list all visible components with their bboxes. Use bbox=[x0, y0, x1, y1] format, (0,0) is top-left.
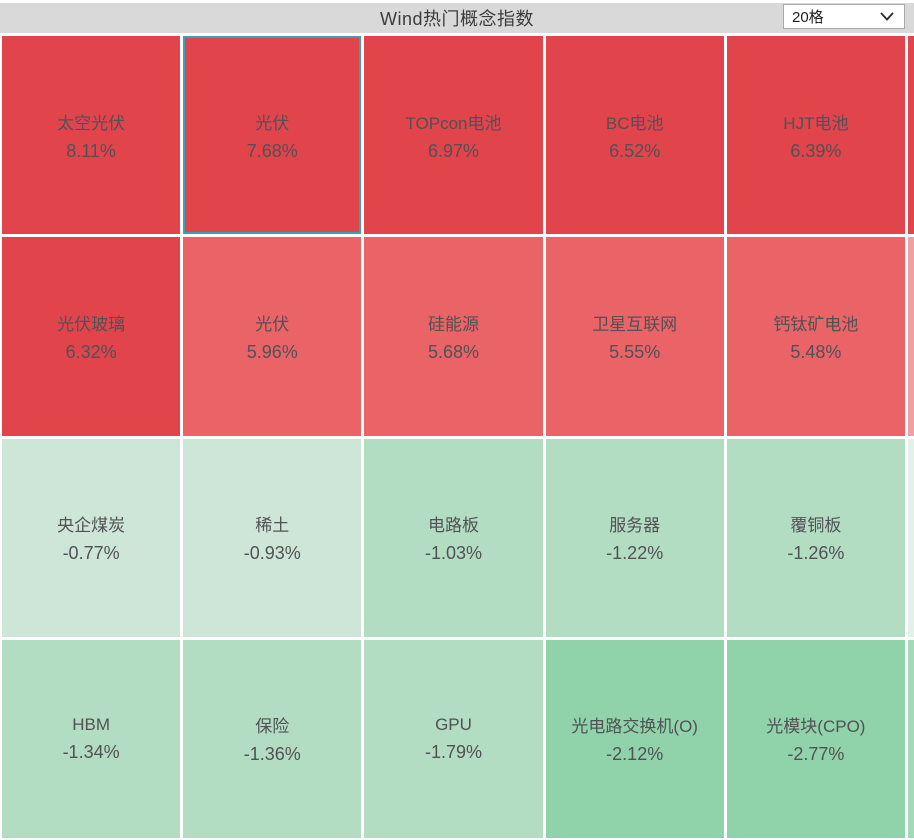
tile-change: 6.97% bbox=[427, 140, 480, 161]
tile-name: 稀土 bbox=[255, 516, 290, 536]
partial-tile bbox=[907, 639, 914, 838]
tile-change: -2.77% bbox=[787, 744, 845, 765]
tile-change: -1.22% bbox=[606, 543, 664, 564]
tile-change: 5.96% bbox=[246, 341, 298, 362]
tile-change: -1.03% bbox=[424, 543, 483, 564]
heatmap-tile[interactable]: 光电路交换机(O) -2.12% bbox=[545, 639, 724, 838]
tile-name: HJT电池 bbox=[783, 113, 849, 133]
tile-name: 央企煤炭 bbox=[57, 516, 126, 536]
heatmap-tile[interactable]: 光伏 5.96% bbox=[183, 237, 362, 436]
tile-change: -0.93% bbox=[243, 543, 301, 564]
tile-name: 卫星互联网 bbox=[592, 314, 678, 334]
heatmap-tile[interactable]: 覆铜板 -1.26% bbox=[726, 438, 905, 637]
tile-name: 服务器 bbox=[609, 516, 661, 536]
tile-change: -1.26% bbox=[787, 543, 845, 564]
tile-change: -1.79% bbox=[424, 741, 483, 762]
heatmap-tile[interactable]: 稀土 -0.93% bbox=[183, 438, 362, 637]
partial-tile bbox=[907, 438, 914, 637]
tile-change: 6.52% bbox=[609, 140, 661, 161]
chevron-down-icon bbox=[880, 12, 894, 21]
heatmap-tile[interactable]: HBM -1.34% bbox=[2, 639, 181, 838]
tile-name: 太空光伏 bbox=[57, 113, 126, 133]
heatmap-tile[interactable]: HJT电池 6.39% bbox=[726, 36, 905, 235]
heatmap-tile[interactable]: 光模块(CPO) -2.77% bbox=[726, 639, 905, 838]
grid-size-dropdown[interactable]: 20格 bbox=[783, 4, 905, 29]
tile-change: 5.68% bbox=[427, 341, 480, 362]
partial-tile bbox=[907, 36, 914, 235]
widget-header: Wind热门概念指数 20格 bbox=[0, 3, 914, 33]
tile-change: 6.32% bbox=[65, 341, 117, 362]
tile-name: GPU bbox=[435, 714, 472, 734]
heatmap-tile[interactable]: 钙钛矿电池 5.48% bbox=[726, 237, 905, 436]
tile-change: 8.11% bbox=[66, 140, 116, 161]
tile-name: 光模块(CPO) bbox=[766, 717, 866, 737]
grid-size-dropdown-value: 20格 bbox=[792, 9, 824, 26]
partial-tile bbox=[907, 237, 914, 436]
tile-name: 光电路交换机(O) bbox=[571, 717, 698, 737]
tile-name: BC电池 bbox=[605, 113, 664, 133]
tile-change: 6.39% bbox=[790, 140, 842, 161]
heatmap-tile[interactable]: 央企煤炭 -0.77% bbox=[2, 438, 181, 637]
heatmap-tile[interactable]: 服务器 -1.22% bbox=[545, 438, 724, 637]
tile-change: -0.77% bbox=[62, 543, 120, 564]
heatmap-tile[interactable]: BC电池 6.52% bbox=[545, 36, 724, 235]
tile-change: -1.36% bbox=[243, 744, 301, 765]
tile-change: 7.68% bbox=[246, 140, 298, 161]
heatmap-tile[interactable]: 卫星互联网 5.55% bbox=[545, 237, 724, 436]
tile-name: 光伏玻璃 bbox=[57, 314, 126, 334]
heatmap-tile[interactable]: GPU -1.79% bbox=[364, 639, 543, 838]
tile-name: 钙钛矿电池 bbox=[773, 314, 859, 334]
tile-change: 5.55% bbox=[609, 341, 661, 362]
heatmap-grid: 太空光伏 8.11% 光伏 7.68% TOPcon电池 6.97% BC电池 … bbox=[0, 36, 914, 838]
heatmap-tile[interactable]: 电路板 -1.03% bbox=[364, 438, 543, 637]
tile-name: TOPcon电池 bbox=[405, 113, 502, 133]
tile-name: 光伏 bbox=[255, 113, 290, 133]
heatmap-tile[interactable]: 保险 -1.36% bbox=[183, 639, 362, 838]
tile-name: 保险 bbox=[255, 717, 290, 737]
tile-change: 5.48% bbox=[790, 341, 842, 362]
tile-name: 覆铜板 bbox=[790, 516, 842, 536]
tile-name: HBM bbox=[72, 714, 110, 734]
heatmap-tile[interactable]: 光伏玻璃 6.32% bbox=[2, 237, 181, 436]
tile-name: 电路板 bbox=[427, 516, 479, 536]
tile-name: 硅能源 bbox=[427, 314, 479, 334]
heatmap-tile[interactable]: 硅能源 5.68% bbox=[364, 237, 543, 436]
page-title: Wind热门概念指数 bbox=[379, 9, 534, 29]
heatmap-tile[interactable]: 太空光伏 8.11% bbox=[2, 36, 181, 235]
tile-change: -1.34% bbox=[62, 741, 120, 762]
tile-name: 光伏 bbox=[255, 314, 290, 334]
heatmap-tile[interactable]: TOPcon电池 6.97% bbox=[364, 36, 543, 235]
tile-change: -2.12% bbox=[606, 744, 664, 765]
heatmap-tile[interactable]: 光伏 7.68% bbox=[183, 36, 362, 235]
